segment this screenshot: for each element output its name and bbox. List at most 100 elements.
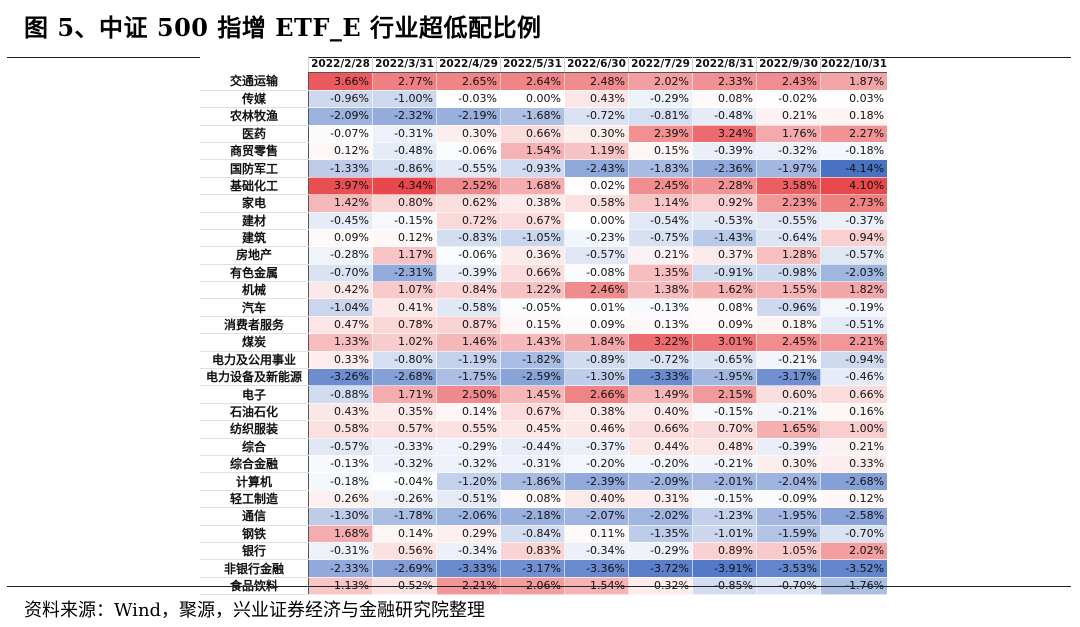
heat-cell: -2.59% — [500, 368, 565, 387]
table-row: 电力设备及新能源 -3.26% -2.68% -1.75% -2.59% -1.30% -3… — [200, 368, 888, 387]
heat-cell: -1.78% — [372, 507, 437, 526]
row-label: 电子 — [200, 385, 309, 404]
heat-cell: 0.26% — [308, 490, 373, 509]
heat-cell: -1.00% — [372, 90, 437, 109]
heat-cell: -0.13% — [308, 455, 373, 474]
table-row: 钢铁 1.68% 0.14% 0.29% -0.84% 0.11% -1.35% -1.01%… — [200, 525, 888, 543]
table-row: 综合 -0.57% -0.33% -0.29% -0.44% -0.37% 0.44% 0.4… — [200, 438, 888, 456]
heat-cell: -2.58% — [820, 507, 888, 526]
heat-cell: -0.06% — [436, 246, 501, 265]
table-row: 银行 -0.31% 0.56% -0.34% 0.83% -0.34% -0.29% 0.89… — [200, 542, 888, 561]
heat-cell: -0.53% — [692, 212, 757, 230]
row-label: 石油石化 — [200, 403, 309, 422]
heat-cell: 2.64% — [500, 72, 565, 91]
heat-cell: -1.30% — [308, 507, 373, 526]
heat-cell: -1.86% — [500, 472, 565, 491]
heat-cell: 0.40% — [628, 403, 693, 422]
heat-cell: 1.07% — [372, 281, 437, 300]
heat-cell: -0.37% — [820, 212, 888, 230]
heat-cell: -3.72% — [628, 559, 693, 578]
table-row: 电力及公用事业 0.33% -0.80% -1.19% -1.82% -0.89% -0.7… — [200, 351, 888, 370]
heat-cell: -0.29% — [436, 438, 501, 456]
table-row: 纺织服装 0.58% 0.57% 0.55% 0.45% 0.46% 0.66% 0.70% 1… — [200, 420, 888, 439]
heat-cell: 3.66% — [308, 72, 373, 91]
row-label: 交通运输 — [200, 72, 309, 91]
heat-cell: 2.27% — [820, 125, 888, 143]
heat-cell: -0.55% — [436, 159, 501, 178]
heat-cell: 0.67% — [500, 212, 565, 230]
heat-cell: -0.15% — [692, 403, 757, 422]
table-row: 汽车 -1.04% 0.41% -0.58% -0.05% 0.01% -0.13% 0.08… — [200, 298, 888, 317]
heat-cell: 0.66% — [500, 264, 565, 283]
heat-cell: -0.57% — [820, 246, 888, 265]
heat-cell: 0.41% — [372, 298, 437, 317]
heat-cell: 1.28% — [756, 246, 821, 265]
heat-cell: -0.08% — [564, 264, 629, 283]
heat-cell: 0.12% — [372, 229, 437, 248]
heat-cell: 0.29% — [436, 525, 501, 543]
row-label: 综合 — [200, 438, 309, 456]
heat-cell: -3.17% — [756, 368, 821, 387]
table-row: 房地产 -0.28% 1.17% -0.06% 0.36% -0.57% 0.21% 0.37… — [200, 246, 888, 265]
heat-cell: -2.03% — [820, 264, 888, 283]
heat-cell: -0.21% — [756, 351, 821, 370]
heat-cell: -0.75% — [628, 229, 693, 248]
heat-cell: -3.33% — [436, 559, 501, 578]
heat-cell: 2.39% — [628, 125, 693, 143]
source-note: 资料来源：Wind，聚源，兴业证券经济与金融研究院整理 — [24, 600, 486, 621]
heat-cell: -0.70% — [308, 264, 373, 283]
heat-cell: -3.26% — [308, 368, 373, 387]
heat-cell: -1.23% — [692, 507, 757, 526]
heat-cell: 0.33% — [820, 455, 888, 474]
heat-cell: -0.80% — [372, 351, 437, 370]
heat-cell: -0.09% — [756, 490, 821, 509]
heat-cell: 0.12% — [308, 142, 373, 161]
row-label: 建筑 — [200, 229, 309, 248]
heat-cell: 0.16% — [820, 403, 888, 422]
heat-cell: 1.55% — [756, 281, 821, 300]
heat-cell: -0.05% — [500, 298, 565, 317]
heat-cell: 3.97% — [308, 177, 373, 196]
heat-cell: 1.17% — [372, 246, 437, 265]
row-label: 银行 — [200, 542, 309, 561]
heat-cell: 2.66% — [564, 385, 629, 404]
heat-cell: 0.36% — [500, 246, 565, 265]
row-label: 基础化工 — [200, 177, 309, 196]
heat-cell: -0.39% — [436, 264, 501, 283]
heat-cell: 0.94% — [820, 229, 888, 248]
heat-cell: 0.38% — [564, 403, 629, 422]
heat-cell: -0.06% — [436, 142, 501, 161]
heat-cell: 2.46% — [564, 281, 629, 300]
heat-cell: 0.70% — [692, 420, 757, 439]
heat-cell: -0.48% — [372, 142, 437, 161]
heat-cell: 1.62% — [692, 281, 757, 300]
heat-cell: -0.34% — [436, 542, 501, 561]
heat-cell: -0.04% — [372, 472, 437, 491]
heat-cell: -1.04% — [308, 298, 373, 317]
heat-cell: -0.29% — [628, 90, 693, 109]
heat-cell: -0.54% — [628, 212, 693, 230]
heat-cell: -2.19% — [436, 107, 501, 126]
heat-cell: 0.58% — [308, 420, 373, 439]
heat-cell: 0.35% — [372, 403, 437, 422]
row-label: 有色金属 — [200, 264, 309, 283]
table-row: 通信 -1.30% -1.78% -2.06% -2.18% -2.07% -2.02% -1… — [200, 507, 888, 526]
heat-cell: -0.96% — [756, 298, 821, 317]
heat-cell: -0.98% — [756, 264, 821, 283]
table-row: 电子 -0.88% 1.71% 2.50% 1.45% 2.66% 1.49% 2.15% 0.… — [200, 385, 888, 404]
heat-cell: 0.43% — [308, 403, 373, 422]
heat-cell: -0.81% — [628, 107, 693, 126]
heat-cell: -2.04% — [756, 472, 821, 491]
heat-cell: 1.43% — [500, 333, 565, 352]
heat-cell: -2.69% — [372, 559, 437, 578]
heat-cell: 0.60% — [756, 385, 821, 404]
heat-cell: -2.43% — [564, 159, 629, 178]
heat-cell: -0.48% — [692, 107, 757, 126]
heat-cell: -0.20% — [564, 455, 629, 474]
heat-cell: -0.65% — [692, 351, 757, 370]
heat-cell: -0.94% — [820, 351, 888, 370]
heat-cell: 2.48% — [564, 72, 629, 91]
table-row: 石油石化 0.43% 0.35% 0.14% 0.67% 0.38% 0.40% -0.15%… — [200, 403, 888, 422]
heat-cell: -1.75% — [436, 368, 501, 387]
heat-cell: 0.40% — [564, 490, 629, 509]
